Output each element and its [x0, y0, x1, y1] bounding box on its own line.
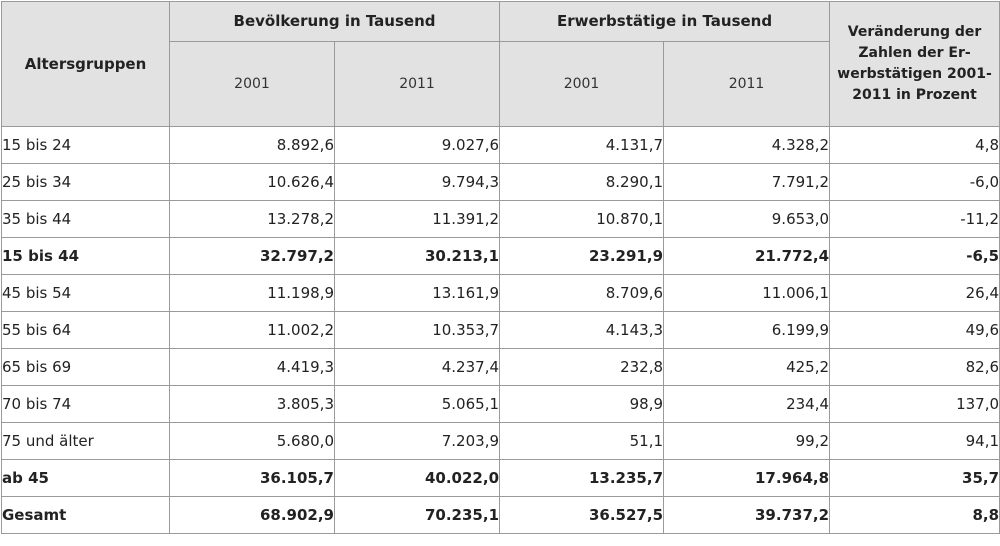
cell-bevoelkerung-2001: 68.902,9 [169, 496, 335, 534]
cell-altersgruppe: 15 bis 24 [1, 126, 170, 164]
table-row: 35 bis 44 13.278,2 11.391,2 10.870,1 9.653,0… [1, 200, 1000, 238]
cell-erwerbstaetige-2011: 7.791,2 [663, 163, 831, 201]
cell-bevoelkerung-2001: 10.626,4 [169, 163, 335, 201]
header-erw-2001: 2001 [499, 41, 665, 127]
cell-bevoelkerung-2001: 36.105,7 [169, 459, 335, 497]
cell-erwerbstaetige-2011: 17.964,8 [663, 459, 831, 497]
cell-veraenderung: -11,2 [829, 200, 1000, 238]
cell-erwerbstaetige-2011: 234,4 [663, 385, 831, 423]
cell-erwerbstaetige-2011: 9.653,0 [663, 200, 831, 238]
employment-table: Altersgruppen Bevölkerung in Tausend Erw… [1, 1, 1000, 534]
cell-altersgruppe: 55 bis 64 [1, 311, 170, 349]
table-row: 25 bis 34 10.626,4 9.794,3 8.290,1 7.791,2 -6… [1, 163, 1000, 201]
table-header: Altersgruppen Bevölkerung in Tausend Erw… [1, 1, 1000, 127]
header-bevoelkerung: Bevölkerung in Tausend [168, 1, 501, 42]
table-row: 75 und älter 5.680,0 7.203,9 51,1 99,2 94,1 [1, 422, 1000, 460]
cell-bevoelkerung-2011: 5.065,1 [333, 385, 501, 423]
cell-altersgruppe: 75 und älter [1, 422, 170, 460]
cell-veraenderung: 82,6 [829, 348, 1000, 386]
cell-altersgruppe: 25 bis 34 [1, 163, 170, 201]
cell-altersgruppe: 35 bis 44 [1, 200, 170, 238]
cell-veraenderung: 137,0 [829, 385, 1000, 423]
cell-veraenderung: 8,8 [829, 496, 1000, 534]
table-row: 65 bis 69 4.419,3 4.237,4 232,8 425,2 82,6 [1, 348, 1000, 386]
cell-bevoelkerung-2001: 5.680,0 [169, 422, 335, 460]
table-row: 15 bis 44 32.797,2 30.213,1 23.291,9 21.772,… [1, 237, 1000, 275]
cell-erwerbstaetige-2011: 425,2 [663, 348, 831, 386]
cell-erwerbstaetige-2011: 11.006,1 [663, 274, 831, 312]
cell-bevoelkerung-2011: 7.203,9 [333, 422, 501, 460]
table-row: 55 bis 64 11.002,2 10.353,7 4.143,3 6.199,9 4… [1, 311, 1000, 349]
cell-erwerbstaetige-2001: 36.527,5 [499, 496, 665, 534]
cell-veraenderung: -6,0 [829, 163, 1000, 201]
cell-erwerbstaetige-2001: 8.709,6 [499, 274, 665, 312]
cell-bevoelkerung-2001: 3.805,3 [169, 385, 335, 423]
cell-erwerbstaetige-2011: 99,2 [663, 422, 831, 460]
header-erw-2011: 2011 [663, 41, 831, 127]
cell-veraenderung: 35,7 [829, 459, 1000, 497]
cell-erwerbstaetige-2011: 4.328,2 [663, 126, 831, 164]
table-row: ab 45 36.105,7 40.022,0 13.235,7 17.964,8 35,… [1, 459, 1000, 497]
table-row: 15 bis 24 8.892,6 9.027,6 4.131,7 4.328,2 4,8 [1, 126, 1000, 164]
cell-bevoelkerung-2011: 11.391,2 [333, 200, 501, 238]
cell-bevoelkerung-2001: 11.198,9 [169, 274, 335, 312]
cell-bevoelkerung-2011: 9.027,6 [333, 126, 501, 164]
cell-erwerbstaetige-2011: 6.199,9 [663, 311, 831, 349]
cell-bevoelkerung-2001: 4.419,3 [169, 348, 335, 386]
cell-bevoelkerung-2011: 4.237,4 [333, 348, 501, 386]
cell-erwerbstaetige-2011: 21.772,4 [663, 237, 831, 275]
cell-erwerbstaetige-2001: 232,8 [499, 348, 665, 386]
header-altersgruppen: Altersgruppen [1, 1, 170, 127]
cell-altersgruppe: 15 bis 44 [1, 237, 170, 275]
cell-erwerbstaetige-2001: 10.870,1 [499, 200, 665, 238]
cell-bevoelkerung-2011: 70.235,1 [333, 496, 501, 534]
cell-bevoelkerung-2001: 32.797,2 [169, 237, 335, 275]
cell-bevoelkerung-2011: 10.353,7 [333, 311, 501, 349]
cell-bevoelkerung-2011: 9.794,3 [333, 163, 501, 201]
cell-altersgruppe: 65 bis 69 [1, 348, 170, 386]
cell-erwerbstaetige-2011: 39.737,2 [663, 496, 831, 534]
table-row: Gesamt 68.902,9 70.235,1 36.527,5 39.737,2 8,… [1, 496, 1000, 534]
cell-veraenderung: 4,8 [829, 126, 1000, 164]
cell-erwerbstaetige-2001: 4.131,7 [499, 126, 665, 164]
cell-veraenderung: 49,6 [829, 311, 1000, 349]
cell-bevoelkerung-2011: 13.161,9 [333, 274, 501, 312]
header-bev-2001: 2001 [169, 41, 335, 127]
table-body: 15 bis 24 8.892,6 9.027,6 4.131,7 4.328,2 4,8… [1, 126, 1000, 534]
cell-bevoelkerung-2001: 11.002,2 [169, 311, 335, 349]
cell-bevoelkerung-2001: 8.892,6 [169, 126, 335, 164]
cell-erwerbstaetige-2001: 4.143,3 [499, 311, 665, 349]
cell-altersgruppe: Gesamt [1, 496, 170, 534]
cell-bevoelkerung-2001: 13.278,2 [169, 200, 335, 238]
cell-bevoelkerung-2011: 40.022,0 [333, 459, 501, 497]
cell-veraenderung: 26,4 [829, 274, 1000, 312]
cell-veraenderung: -6,5 [829, 237, 1000, 275]
table-row: 70 bis 74 3.805,3 5.065,1 98,9 234,4 137,0 [1, 385, 1000, 423]
table-row: 45 bis 54 11.198,9 13.161,9 8.709,6 11.006,1… [1, 274, 1000, 312]
cell-altersgruppe: ab 45 [1, 459, 170, 497]
cell-veraenderung: 94,1 [829, 422, 1000, 460]
cell-bevoelkerung-2011: 30.213,1 [333, 237, 501, 275]
header-erwerbstaetige: Erwerbstätige in Tausend [499, 1, 831, 42]
cell-altersgruppe: 70 bis 74 [1, 385, 170, 423]
cell-erwerbstaetige-2001: 98,9 [499, 385, 665, 423]
header-veraenderung: Veränderung der Zahlen der Er-werbstätig… [829, 1, 1000, 127]
cell-erwerbstaetige-2001: 23.291,9 [499, 237, 665, 275]
cell-altersgruppe: 45 bis 54 [1, 274, 170, 312]
header-bev-2011: 2011 [333, 41, 501, 127]
cell-erwerbstaetige-2001: 51,1 [499, 422, 665, 460]
cell-erwerbstaetige-2001: 8.290,1 [499, 163, 665, 201]
cell-erwerbstaetige-2001: 13.235,7 [499, 459, 665, 497]
